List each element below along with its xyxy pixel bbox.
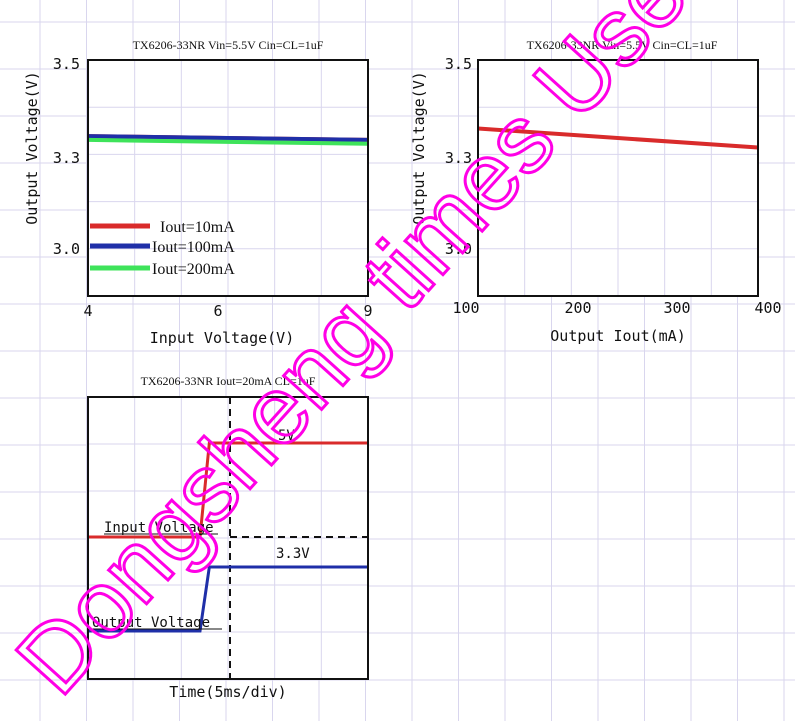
- annotation-3-3v: 3.3V: [276, 546, 310, 562]
- x-tick-label: 400: [754, 299, 781, 317]
- plot-frame: [87, 396, 369, 680]
- x-tick-label: 300: [663, 299, 690, 317]
- plot-frame: [87, 59, 369, 297]
- chart-title: TX6206-33NR Iout=20mA CL=1uF: [141, 374, 316, 388]
- y-axis-label: Output Voltage(V): [23, 71, 41, 225]
- plot-grid: [88, 60, 368, 296]
- series-line-Iout=100mA: [87, 134, 369, 142]
- x-axis-label: Time(5ms/div): [169, 683, 286, 701]
- legend-label: Iout=200mA: [152, 261, 235, 278]
- series-line-red: [477, 126, 759, 150]
- legend-label: Iout=10mA: [160, 219, 235, 236]
- y-tick-label: 3.0: [53, 240, 80, 258]
- plot-grid: [478, 60, 758, 296]
- series-lines: [87, 134, 369, 146]
- y-tick-label: 3.3: [53, 149, 80, 167]
- y-tick-label: 3.0: [445, 240, 472, 258]
- chart-title: TX6206-33NR Vin=5.5V Cin=CL=1uF: [133, 38, 324, 52]
- y-tick-label: 3.3: [445, 149, 472, 167]
- y-tick-label: 3.5: [53, 55, 80, 73]
- series-line-output-voltage: [88, 565, 368, 633]
- y-axis-label: Output Voltage(V): [410, 71, 428, 225]
- x-axis-label: Output Iout(mA): [550, 327, 685, 345]
- x-tick-label: 100: [452, 299, 479, 317]
- legend: Iout=10mA Iout=100mA Iout=200mA: [90, 219, 235, 278]
- x-tick-label: 9: [363, 302, 372, 320]
- series-line-Iout=200mA: [87, 137, 369, 146]
- annotation-5v: 5V: [278, 428, 295, 444]
- series-lines: [88, 441, 368, 633]
- annotation-output-voltage: Output Voltage: [92, 615, 210, 631]
- series-lines: [477, 126, 759, 150]
- annotation-input-voltage: Input Voltage: [104, 520, 214, 536]
- series-line-input-voltage: [88, 441, 368, 539]
- x-tick-label: 4: [83, 302, 92, 320]
- x-axis-label: Input Voltage(V): [150, 329, 295, 347]
- legend-label: Iout=100mA: [152, 239, 235, 256]
- plot-frame: [477, 59, 759, 297]
- x-tick-label: 200: [564, 299, 591, 317]
- x-tick-label: 6: [213, 302, 222, 320]
- chart-title: TX6206-33NR Vin=5.5V Cin=CL=1uF: [527, 38, 718, 52]
- y-tick-label: 3.5: [445, 55, 472, 73]
